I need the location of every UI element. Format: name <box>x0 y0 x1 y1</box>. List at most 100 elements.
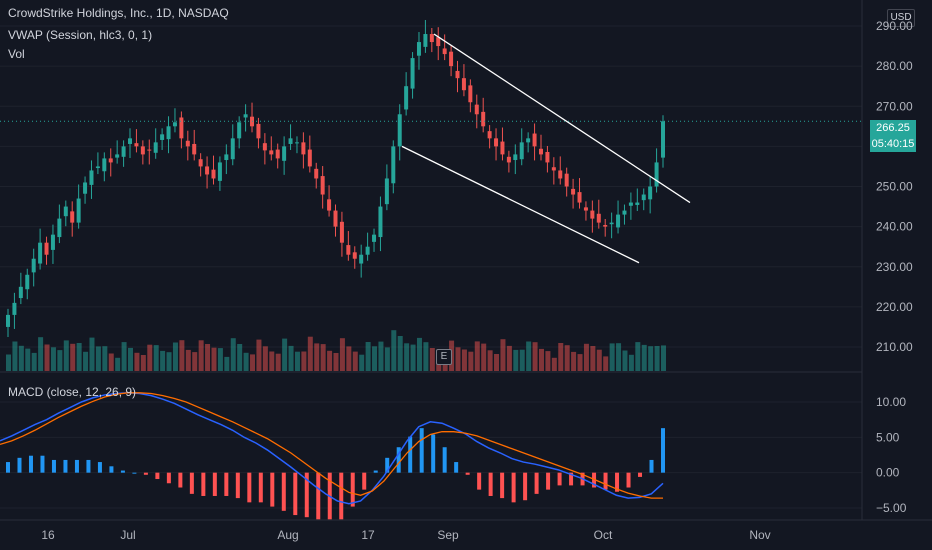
vwap-indicator-label[interactable]: VWAP (Session, hlc3, 0, 1) <box>8 28 153 42</box>
candle-body <box>596 213 601 223</box>
volume-bar <box>590 346 596 371</box>
candle-body <box>564 173 569 187</box>
candle-body <box>192 143 197 155</box>
earnings-icon[interactable]: E <box>436 349 452 365</box>
histogram-bar <box>6 462 10 473</box>
candle-body <box>526 138 531 143</box>
histogram-bar <box>178 472 183 488</box>
volume-bar <box>359 354 365 371</box>
volume-bar <box>648 346 654 371</box>
macd-tick-label: 10.00 <box>876 395 906 409</box>
histogram-bar <box>120 470 125 473</box>
candle-body <box>571 188 576 195</box>
candle-body <box>494 138 499 147</box>
histogram-bar <box>362 472 367 490</box>
volume-bar <box>352 351 358 371</box>
candle-body <box>487 131 492 139</box>
volume-bar <box>230 338 236 371</box>
volume-bar <box>282 338 288 371</box>
currency-button[interactable]: USD <box>887 9 915 27</box>
volume-bar <box>616 343 622 371</box>
volume-indicator-label[interactable]: Vol <box>8 47 25 61</box>
candle-body <box>198 159 203 167</box>
histogram-bar <box>396 447 401 473</box>
volume-bar <box>346 346 352 371</box>
candle-body <box>339 221 344 243</box>
candle-body <box>410 58 415 89</box>
volume-bar <box>147 344 153 371</box>
histogram-bar <box>304 472 309 518</box>
volume-bar <box>153 345 159 371</box>
volume-bar <box>513 349 519 371</box>
candle-body <box>18 286 23 299</box>
volume-bar <box>378 341 384 371</box>
volume-bar <box>571 351 577 371</box>
histogram-bar <box>235 472 240 499</box>
volume-bar <box>538 348 544 371</box>
volume-bar <box>262 346 268 371</box>
volume-bar <box>31 352 37 371</box>
volume-bar <box>83 351 89 371</box>
macd-axis[interactable]: 10.00 5.00 0.00 −5.00 <box>876 395 907 515</box>
macd-indicator-label[interactable]: MACD (close, 12, 26, 9) <box>8 385 137 399</box>
volume-bar <box>481 343 487 371</box>
volume-bar <box>494 354 500 371</box>
volume-bar <box>661 345 666 371</box>
histogram-bar <box>511 472 516 503</box>
time-tick-label: Jul <box>120 528 135 542</box>
volume-bar <box>102 346 108 371</box>
candle-body <box>121 146 126 157</box>
time-tick-label: Nov <box>749 528 770 542</box>
histogram-bar <box>86 459 91 473</box>
candle-body <box>50 234 55 250</box>
volume-bar <box>468 351 474 371</box>
volume-bar <box>603 356 609 371</box>
histogram-bar <box>40 455 45 473</box>
volume-bar <box>57 350 63 371</box>
volume-bar <box>545 351 551 371</box>
candle-body <box>108 158 113 163</box>
trendline-lower[interactable] <box>401 145 640 264</box>
candle-body <box>275 149 280 159</box>
last-price-tag: 266.25 05:40:15 <box>870 120 916 152</box>
candle-body <box>513 154 518 161</box>
volume-bar <box>609 343 615 371</box>
candlesticks <box>6 19 665 337</box>
histogram-bar <box>500 472 505 499</box>
volume-bar <box>50 347 56 371</box>
macd-line <box>0 392 664 505</box>
candle-body <box>6 314 10 327</box>
volume-bar <box>185 349 191 371</box>
symbol-title[interactable]: CrowdStrike Holdings, Inc., 1D, NASDAQ <box>8 6 229 20</box>
histogram-bar <box>603 472 608 490</box>
histogram-bar <box>557 472 562 486</box>
candle-body <box>44 242 49 255</box>
candle-body <box>648 186 653 200</box>
volume-bar <box>558 343 564 371</box>
candle-body <box>179 117 184 139</box>
volume-bar <box>455 347 461 371</box>
volume-bar <box>526 341 532 371</box>
volume-bar <box>294 351 300 371</box>
price-tick-label: 270.00 <box>876 99 913 113</box>
histogram-bar <box>63 459 68 473</box>
candle-body <box>506 156 511 163</box>
candle-body <box>288 138 293 144</box>
price-axis[interactable]: 290.00280.00270.00260.00250.00240.00230.… <box>876 19 913 354</box>
candle-body <box>577 192 582 203</box>
volume-bar <box>6 354 11 371</box>
volume-bar <box>95 346 101 371</box>
histogram-bar <box>293 472 298 516</box>
volume-bar <box>70 343 76 371</box>
volume-bar <box>140 355 146 371</box>
histogram-bar <box>281 472 286 511</box>
candle-body <box>442 48 447 55</box>
volume-bar <box>320 344 326 371</box>
volume-bar <box>365 342 371 371</box>
countdown-timer: 05:40:15 <box>871 138 915 150</box>
volume-bar <box>38 337 44 371</box>
volume-bars <box>6 330 666 371</box>
trendline-upper[interactable] <box>433 33 691 204</box>
time-axis[interactable]: 16 Jul Aug 17 Sep Oct Nov <box>41 528 770 542</box>
